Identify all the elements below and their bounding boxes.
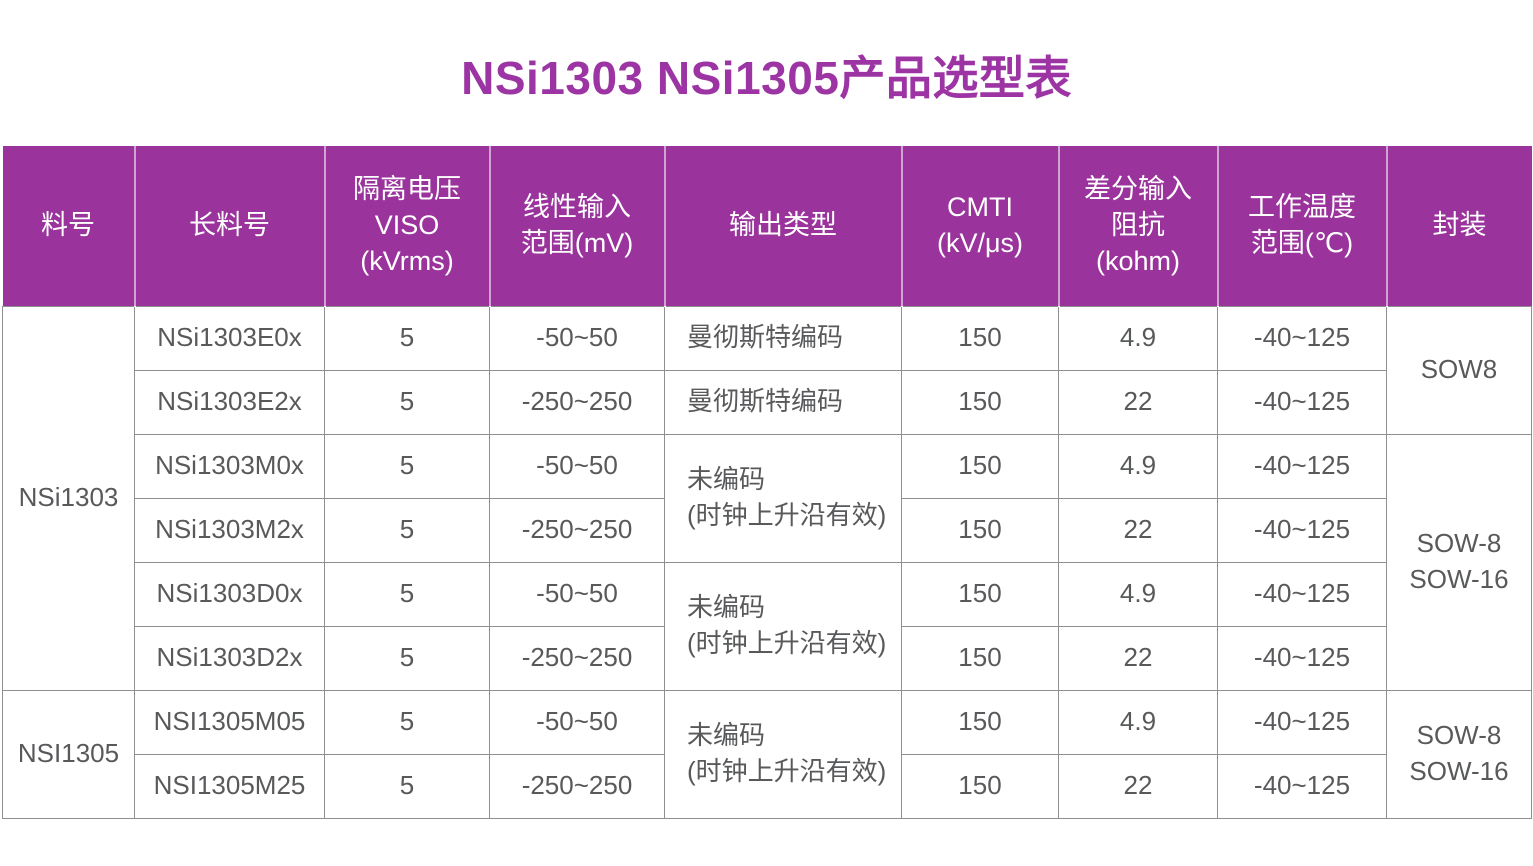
table-row: NSI1305M25 5 -250~250 150 22 -40~125 [3,753,1532,819]
header-cell-temp-range: 工作温度 范围(℃) [1216,146,1387,306]
cell-package: SOW-8 SOW-16 [1386,433,1532,691]
cell-part-number: NSi1303D0x [134,561,325,627]
cell-input-range: -50~50 [489,561,665,627]
product-selector-table: 料号 长料号 隔离电压 VISO (kVrms) 线性输入 范围(mV) 输出类… [2,146,1532,819]
table-row: NSi1303D2x 5 -250~250 150 22 -40~125 [3,625,1532,691]
cell-cmti: 150 [901,497,1059,563]
header-cell-viso: 隔离电压 VISO (kVrms) [323,146,490,306]
cell-part-number: NSI1305M05 [134,689,325,755]
cell-cmti: 150 [901,561,1059,627]
cell-temp-range: -40~125 [1217,369,1387,435]
cell-impedance: 4.9 [1058,561,1218,627]
header-cell-package: 封装 [1385,146,1532,306]
cell-part-number: NSi1303D2x [134,625,325,691]
cell-input-range: -50~50 [489,433,665,499]
cell-impedance: 4.9 [1058,689,1218,755]
cell-viso: 5 [324,625,490,691]
cell-output-type: 未编码 (时钟上升沿有效) [664,689,902,819]
cell-part-number: NSi1303M2x [134,497,325,563]
table-row: NSI1305 NSI1305M05 5 -50~50 未编码 (时钟上升沿有效… [2,689,1532,819]
cell-input-range: -250~250 [489,369,665,435]
cell-part-number: NSI1305M25 [134,753,325,819]
cell-output-type: 曼彻斯特编码 [664,305,902,371]
header-cell-input-range: 线性输入 范围(mV) [488,146,665,306]
cell-viso: 5 [324,433,490,499]
cell-cmti: 150 [901,689,1059,755]
cell-output-type: 未编码 (时钟上升沿有效) [664,561,902,691]
cell-input-range: -50~50 [489,689,665,755]
cell-impedance: 22 [1058,497,1218,563]
cell-group-label: NSI1305 [2,689,135,819]
header-cell-part-number: 长料号 [133,146,325,306]
table-row: NSi1303M2x 5 -250~250 150 22 -40~125 [3,497,1532,563]
cell-input-range: -250~250 [489,497,665,563]
cell-temp-range: -40~125 [1217,689,1387,755]
cell-temp-range: -40~125 [1217,497,1387,563]
cell-input-range: -50~50 [489,305,665,371]
cell-impedance: 4.9 [1058,433,1218,499]
cell-cmti: 150 [901,369,1059,435]
cell-part-number: NSi1303M0x [134,433,325,499]
header-cell-cmti: CMTI (kV/μs) [900,146,1059,306]
table-row: NSi1303M0x 5 -50~50 未编码 (时钟上升沿有效) 150 4.… [3,433,1532,691]
cell-package: SOW-8 SOW-16 [1386,689,1532,819]
cell-cmti: 150 [901,625,1059,691]
cell-part-number: NSi1303E0x [134,305,325,371]
table-row: NSi1303E2x 5 -250~250 曼彻斯特编码 150 22 -40~… [3,369,1532,435]
cell-cmti: 150 [901,305,1059,371]
cell-input-range: -250~250 [489,625,665,691]
cell-group-label: NSi1303 [2,305,135,691]
table-header: 料号 长料号 隔离电压 VISO (kVrms) 线性输入 范围(mV) 输出类… [2,146,1532,306]
cell-viso: 5 [324,497,490,563]
cell-temp-range: -40~125 [1217,753,1387,819]
cell-viso: 5 [324,753,490,819]
cell-cmti: 150 [901,753,1059,819]
cell-impedance: 22 [1058,753,1218,819]
table-row: NSi1303D0x 5 -50~50 未编码 (时钟上升沿有效) 150 4.… [3,561,1532,691]
cell-impedance: 22 [1058,369,1218,435]
cell-impedance: 4.9 [1058,305,1218,371]
header-cell-output-type: 输出类型 [663,146,902,306]
cell-package: SOW8 [1386,305,1532,435]
header-row: 料号 长料号 隔离电压 VISO (kVrms) 线性输入 范围(mV) 输出类… [2,146,1532,306]
cell-impedance: 22 [1058,625,1218,691]
cell-input-range: -250~250 [489,753,665,819]
cell-temp-range: -40~125 [1217,305,1387,371]
cell-part-number: NSi1303E2x [134,369,325,435]
cell-output-type: 曼彻斯特编码 [664,369,902,435]
cell-temp-range: -40~125 [1217,561,1387,627]
cell-cmti: 150 [901,433,1059,499]
header-cell-impedance: 差分输入 阻抗 (kohm) [1057,146,1218,306]
header-cell-part-group: 料号 [2,146,135,306]
table-body: NSi1303 NSi1303E0x 5 -50~50 曼彻斯特编码 150 4… [2,305,1532,819]
cell-viso: 5 [324,689,490,755]
cell-viso: 5 [324,561,490,627]
table-row: NSi1303 NSi1303E0x 5 -50~50 曼彻斯特编码 150 4… [2,305,1532,691]
cell-temp-range: -40~125 [1217,625,1387,691]
cell-output-type: 未编码 (时钟上升沿有效) [664,433,902,563]
page-title: NSi1303 NSi1305产品选型表 [461,52,1072,104]
cell-temp-range: -40~125 [1217,433,1387,499]
cell-viso: 5 [324,369,490,435]
cell-viso: 5 [324,305,490,371]
